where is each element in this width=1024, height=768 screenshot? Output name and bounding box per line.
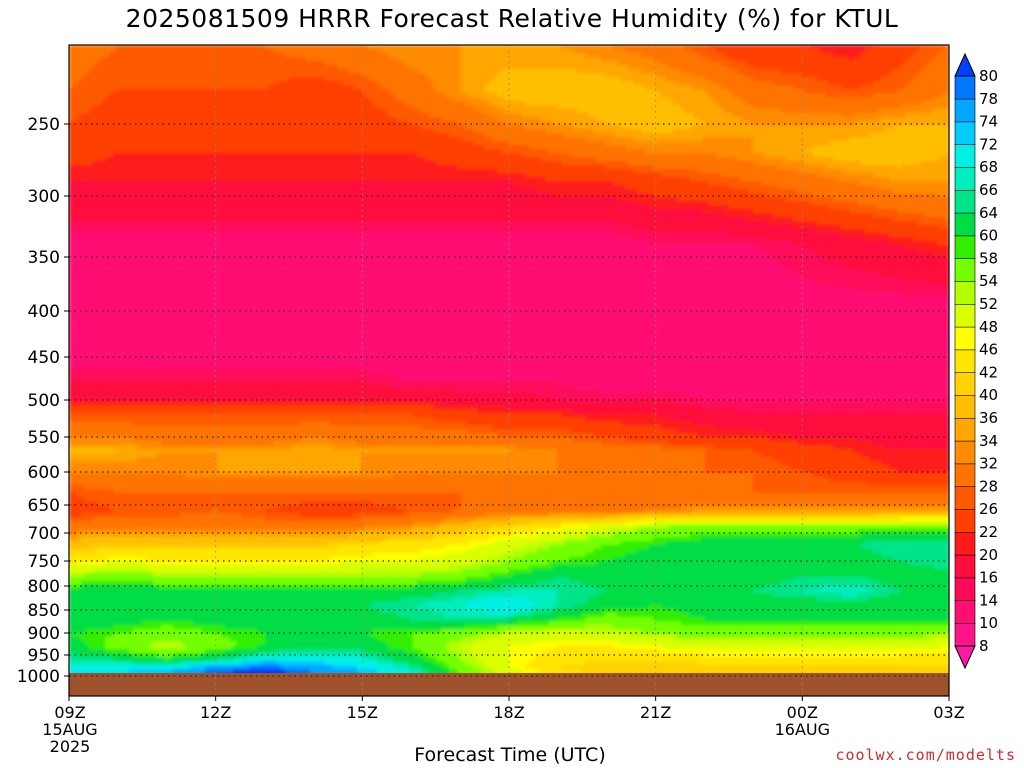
colorbar-swatch bbox=[954, 622, 976, 647]
colorbar-max-arrow bbox=[954, 52, 976, 77]
colorbar-swatch bbox=[954, 440, 976, 465]
colorbar-label: 20 bbox=[979, 546, 998, 564]
colorbar-label: 60 bbox=[979, 227, 998, 245]
colorbar-label: 78 bbox=[979, 90, 998, 108]
colorbar-label: 36 bbox=[979, 409, 998, 427]
y-tick-label: 650 bbox=[28, 496, 60, 516]
colorbar-label: 10 bbox=[979, 614, 998, 632]
colorbar-label: 46 bbox=[979, 341, 998, 359]
x-tick-label: 15AUG bbox=[42, 720, 97, 739]
rh-contour-field bbox=[69, 45, 949, 696]
colorbar-label: 74 bbox=[979, 113, 998, 131]
colorbar-swatch bbox=[954, 98, 976, 123]
colorbar-swatch bbox=[954, 144, 976, 168]
colorbar-swatch bbox=[954, 554, 976, 579]
credit-link[interactable]: coolwx.com/modelts bbox=[835, 746, 1016, 764]
colorbar-swatch bbox=[954, 258, 976, 282]
y-tick-label: 300 bbox=[28, 187, 60, 207]
colorbar-label: 64 bbox=[979, 204, 998, 222]
colorbar-label: 48 bbox=[979, 318, 998, 336]
y-tick-label: 450 bbox=[28, 348, 60, 368]
colorbar-swatch bbox=[954, 212, 976, 237]
colorbar-swatch bbox=[954, 326, 976, 351]
x-tick-label: 18Z bbox=[493, 703, 524, 722]
colorbar-label: 80 bbox=[979, 67, 998, 85]
y-tick-label: 900 bbox=[28, 624, 60, 644]
y-tick-label: 800 bbox=[28, 577, 60, 597]
colorbar-swatch bbox=[954, 372, 976, 396]
colorbar-label: 32 bbox=[979, 455, 998, 473]
colorbar-label: 40 bbox=[979, 386, 998, 404]
x-tick-label: 03Z bbox=[933, 703, 964, 722]
x-tick-label: 21Z bbox=[640, 703, 671, 722]
colorbar-swatch bbox=[954, 75, 976, 100]
y-tick-label: 550 bbox=[28, 428, 60, 448]
colorbar-label: 54 bbox=[979, 272, 998, 290]
colorbar: 8 10 14 16 20 22 26 28 32 34 36 40 42 46 48 52 54 58 60 64 6… bbox=[954, 52, 998, 670]
y-tick-label: 750 bbox=[28, 552, 60, 572]
x-tick-label: 2025 bbox=[50, 737, 91, 756]
grid bbox=[68, 45, 950, 696]
y-tick-label: 500 bbox=[28, 391, 60, 411]
colorbar-label: 34 bbox=[979, 432, 998, 450]
colorbar-swatch bbox=[954, 577, 976, 601]
colorbar-swatch bbox=[954, 486, 976, 510]
colorbar-swatch bbox=[954, 121, 976, 145]
colorbar-label: 22 bbox=[979, 523, 998, 541]
colorbar-swatch bbox=[954, 349, 976, 374]
colorbar-label: 26 bbox=[979, 500, 998, 518]
colorbar-label: 8 bbox=[979, 637, 989, 655]
colorbar-swatch bbox=[954, 508, 976, 533]
x-axis-label: Forecast Time (UTC) bbox=[300, 744, 720, 766]
colorbar-label: 58 bbox=[979, 249, 998, 267]
colorbar-label: 16 bbox=[979, 569, 998, 587]
y-tick-label: 700 bbox=[28, 524, 60, 544]
y-tick-label: 950 bbox=[28, 646, 60, 666]
colorbar-label: 72 bbox=[979, 135, 998, 153]
colorbar-label: 28 bbox=[979, 477, 998, 495]
colorbar-label: 66 bbox=[979, 181, 998, 199]
x-tick-label: 15Z bbox=[347, 703, 378, 722]
y-tick-label: 1000 bbox=[17, 667, 60, 687]
y-tick-label: 250 bbox=[28, 115, 60, 135]
colorbar-label: 14 bbox=[979, 591, 998, 609]
colorbar-swatch bbox=[954, 600, 976, 624]
colorbar-swatch bbox=[954, 166, 976, 191]
colorbar-swatch bbox=[954, 303, 976, 328]
y-axis: 250 300 350 400 450 500 550 600 650 700 750 800 850 9… bbox=[17, 115, 69, 687]
colorbar-swatch bbox=[954, 235, 976, 260]
x-tick-label: 16AUG bbox=[775, 720, 830, 739]
colorbar-swatch bbox=[954, 394, 976, 419]
colorbar-swatch bbox=[954, 531, 976, 556]
y-tick-label: 350 bbox=[28, 248, 60, 268]
y-tick-label: 850 bbox=[28, 601, 60, 621]
colorbar-swatch bbox=[954, 280, 976, 305]
x-tick-label: 12Z bbox=[200, 703, 231, 722]
colorbar-swatch bbox=[954, 417, 976, 442]
colorbar-label: 68 bbox=[979, 158, 998, 176]
colorbar-swatch bbox=[954, 463, 976, 488]
x-tick-label: 00Z bbox=[787, 703, 818, 722]
colorbar-label: 52 bbox=[979, 295, 998, 313]
colorbar-label: 42 bbox=[979, 363, 998, 381]
y-tick-label: 400 bbox=[28, 302, 60, 322]
colorbar-min-arrow bbox=[954, 645, 976, 670]
colorbar-swatch bbox=[954, 189, 976, 214]
chart-title: 2025081509 HRRR Forecast Relative Humidi… bbox=[0, 4, 1024, 33]
y-tick-label: 600 bbox=[28, 463, 60, 483]
x-tick-label: 09Z bbox=[54, 703, 85, 722]
